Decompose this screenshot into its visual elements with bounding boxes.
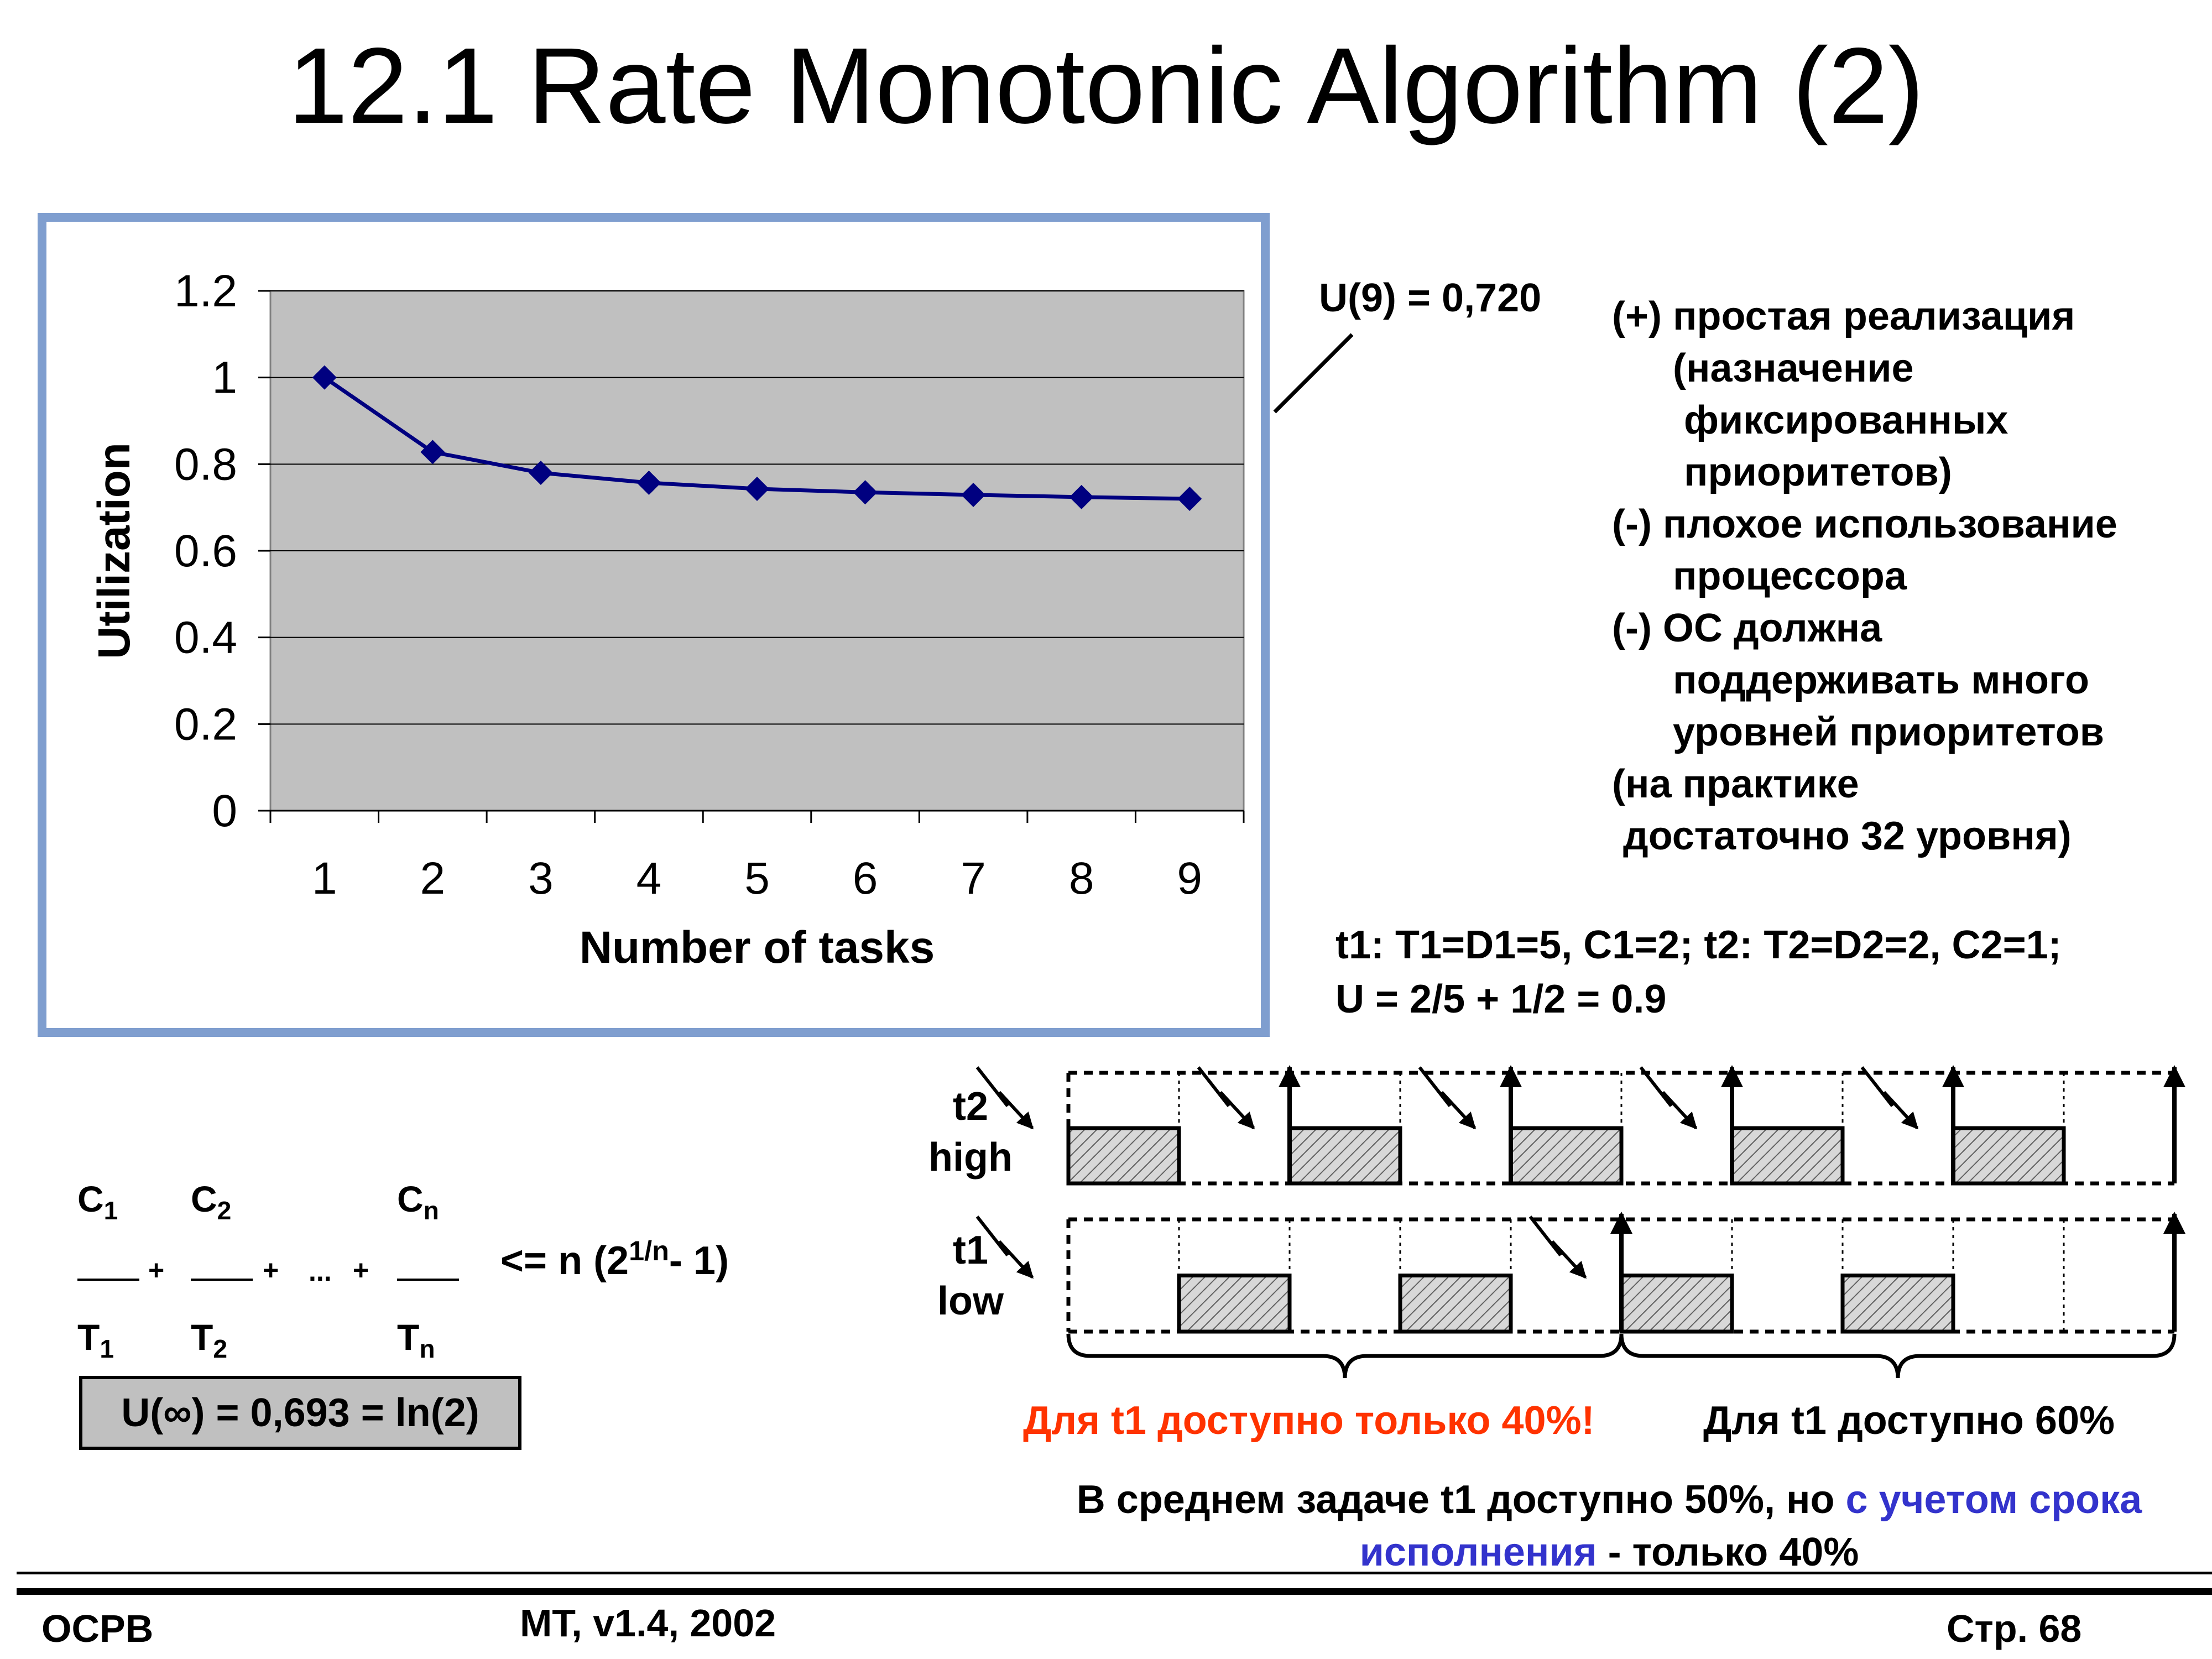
data-point — [745, 476, 769, 501]
data-point — [312, 365, 337, 390]
cons-line: (-) ОС должна — [1612, 606, 1882, 650]
note-40-percent: Для t1 доступно только 40%! — [1023, 1399, 1595, 1443]
pros-line: фиксированных — [1684, 398, 2008, 442]
t2-release-arrow — [1860, 1066, 1919, 1130]
cons-line: (-) плохое использование — [1612, 502, 2117, 546]
t2-exec-block — [1287, 1126, 1402, 1186]
x-tick-label: 8 — [1069, 853, 1094, 904]
t2-exec-block — [1730, 1126, 1845, 1186]
formula-plus: + — [353, 1255, 369, 1286]
t1-name: t1 — [952, 1228, 989, 1272]
t1-label: t1 low — [921, 1225, 1020, 1327]
x-tick-label: 9 — [1177, 853, 1202, 904]
t2-exec-block — [1951, 1126, 2066, 1186]
u9-annotation: U(9) = 0,720 — [1319, 276, 1542, 320]
note-60-percent: Для t1 доступно 60% — [1703, 1399, 2115, 1443]
summary-highlight: с учетом срока исполнения — [1359, 1478, 2142, 1574]
page-title: 12.1 Rate Monotonic Algorithm (2) — [288, 25, 1924, 146]
x-axis-label: Number of tasks — [580, 922, 935, 973]
cons-line: (на практике — [1612, 762, 1859, 806]
t1-exec-block — [1177, 1274, 1292, 1334]
formula-c2: C2 — [191, 1178, 232, 1225]
y-tick-label: 0.8 — [174, 439, 237, 489]
t2-exec-block — [1066, 1126, 1181, 1186]
data-point — [528, 461, 553, 485]
t2-priority: high — [928, 1135, 1013, 1180]
y-axis-label: Utilization — [89, 442, 139, 659]
t2-release-arrow — [1418, 1066, 1477, 1130]
params-line-2: U = 2/5 + 1/2 = 0.9 — [1335, 977, 1667, 1021]
data-point — [1069, 484, 1094, 509]
fraction-bar-n — [397, 1279, 459, 1281]
formula-plus: + — [148, 1255, 165, 1286]
footer-rule-thick — [17, 1588, 2212, 1595]
brace-second-period — [1619, 1333, 2177, 1379]
cons-line: достаточно 32 уровня) — [1623, 814, 2072, 858]
pros-line: (+) простая реализация — [1612, 294, 2075, 338]
t1-exec-block — [1398, 1274, 1513, 1334]
formula-t2: T2 — [191, 1317, 228, 1364]
data-point — [1177, 487, 1202, 511]
t1-release-arrow — [1528, 1215, 1587, 1279]
cons-line: уровней приоритетов — [1673, 710, 2104, 754]
t1-exec-block — [1840, 1274, 1955, 1334]
u-infinity-box: U(∞) = 0,693 = ln(2) — [79, 1376, 521, 1450]
chart-frame: 0 0.2 0.4 0.6 0.8 1 1.2 1 2 3 4 5 6 7 8 9 Number of task… — [38, 213, 1270, 1037]
y-tick-label: 1 — [212, 353, 237, 403]
u9-connector — [1273, 333, 1354, 414]
formula-plus: + — [263, 1255, 279, 1286]
y-tick-label: 0.4 — [174, 613, 237, 663]
y-tick-label: 0.6 — [174, 526, 237, 576]
t2-release-arrow — [1197, 1066, 1255, 1130]
summary-text: В среднем задаче t1 доступно 50%, но с у… — [1076, 1478, 2142, 1574]
pros-line: (назначение — [1673, 346, 1914, 390]
brace-first-period — [1066, 1333, 1624, 1379]
x-tick-label: 6 — [853, 853, 878, 904]
footer-course: ОСРВ — [41, 1607, 154, 1650]
x-tick-label: 7 — [961, 853, 986, 904]
data-point — [637, 471, 661, 495]
x-tick-label: 5 — [744, 853, 770, 904]
data-point — [961, 482, 986, 507]
pros-cons-list: (+) простая реализация (назначение фикси… — [1612, 290, 2198, 862]
t2-release-arrow — [1639, 1066, 1698, 1130]
x-tick-label: 4 — [637, 853, 662, 904]
fraction-bar-1 — [77, 1279, 139, 1281]
x-tick-label: 1 — [312, 853, 337, 904]
utilization-chart: 0 0.2 0.4 0.6 0.8 1 1.2 1 2 3 4 5 6 7 8 9 Number of task… — [89, 266, 1245, 973]
t1-priority: low — [937, 1279, 1004, 1323]
fraction-bar-2 — [191, 1279, 253, 1281]
cons-line: процессора — [1673, 554, 1907, 598]
formula-c1: C1 — [77, 1178, 118, 1225]
formula-tn: Tn — [397, 1317, 435, 1364]
formula-dots: ... — [309, 1256, 332, 1287]
y-tick-label: 1.2 — [174, 266, 237, 316]
x-tick-label: 2 — [420, 853, 446, 904]
cons-line: поддерживать много — [1673, 658, 2089, 702]
t2-exec-block — [1509, 1126, 1624, 1186]
chart-area: 0 0.2 0.4 0.6 0.8 1 1.2 1 2 3 4 5 6 7 8 9 Number of task… — [46, 222, 1261, 1028]
t1-exec-block — [1619, 1274, 1734, 1334]
y-tick-label: 0 — [212, 786, 237, 836]
footer-version: MT, v1.4, 2002 — [520, 1601, 776, 1645]
y-tick-label: 0.2 — [174, 699, 237, 749]
formula-t1: T1 — [77, 1317, 114, 1364]
data-point — [853, 480, 878, 505]
data-point — [420, 440, 445, 465]
formula-cn: Cn — [397, 1178, 439, 1225]
params-line-1: t1: T1=D1=5, C1=2; t2: T2=D2=2, C2=1; — [1335, 923, 2062, 967]
footer-rule-thin — [17, 1572, 2212, 1574]
pros-line: приоритетов) — [1684, 450, 1952, 494]
task-parameters: t1: T1=D1=5, C1=2; t2: T2=D2=2, C2=1; U … — [1335, 918, 2062, 1026]
t2-name: t2 — [952, 1084, 989, 1129]
footer-page-number: Стр. 68 — [1947, 1607, 2082, 1650]
formula-bound: <= n (21/n- 1) — [500, 1235, 729, 1283]
t2-label: t2 high — [921, 1081, 1020, 1183]
x-tick-label: 3 — [528, 853, 554, 904]
